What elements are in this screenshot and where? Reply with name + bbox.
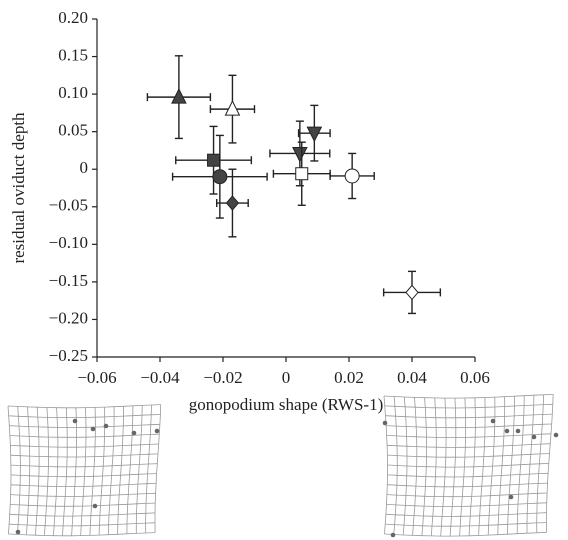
x-tick-label: 0.06	[460, 368, 490, 387]
landmark	[131, 430, 137, 436]
grid-line	[385, 522, 547, 527]
y-tick-label: −0.05	[49, 196, 88, 215]
grid-line	[383, 395, 388, 535]
grid-line	[145, 404, 152, 534]
landmark	[90, 426, 96, 432]
grid-line	[387, 472, 549, 478]
y-tick-label: 0.05	[58, 121, 88, 140]
x-tick-label: −0.02	[203, 368, 242, 387]
landmark	[15, 529, 21, 535]
grid-line	[385, 413, 553, 419]
landmark	[504, 428, 510, 434]
grid-line	[10, 443, 159, 448]
x-tick-label: 0	[282, 368, 291, 387]
grid-line	[10, 492, 156, 497]
point	[405, 284, 419, 301]
grid-line	[35, 407, 40, 536]
grid-line	[10, 453, 159, 458]
grid-line	[387, 443, 551, 448]
landmark	[390, 532, 396, 538]
grid-line	[89, 407, 96, 536]
point	[225, 195, 240, 211]
grid-line	[17, 406, 21, 535]
grid-line	[386, 423, 552, 429]
y-tick-label: −0.10	[49, 233, 88, 252]
point	[207, 153, 221, 167]
deformation-grids	[7, 394, 559, 538]
x-tick-label: 0.02	[334, 368, 364, 387]
grid-line	[8, 532, 156, 537]
x-axis-label: gonopodium shape (RWS-1)	[189, 395, 384, 414]
grid-line	[383, 394, 554, 399]
landmark	[508, 494, 514, 500]
grid-line	[9, 522, 156, 527]
point	[306, 126, 323, 143]
grid-line	[384, 532, 547, 537]
grid-line	[9, 423, 160, 428]
y-axis-label: residual oviduct depth	[9, 112, 28, 264]
grid-line	[386, 492, 548, 498]
grid-line	[9, 433, 160, 438]
grid-line	[62, 407, 68, 536]
grid-line	[117, 406, 124, 535]
grid-line	[387, 453, 550, 458]
point	[295, 167, 309, 181]
grid-line	[126, 405, 134, 534]
grid-line	[10, 473, 157, 478]
grid-line	[7, 404, 161, 409]
x-tick-label: −0.06	[77, 368, 116, 387]
grid-line	[44, 407, 49, 536]
landmark	[553, 432, 559, 438]
grid-line	[71, 407, 78, 536]
landmark	[515, 428, 521, 434]
grid-line	[10, 502, 156, 507]
y-tick-label: 0	[80, 158, 89, 177]
x-tick-label: 0.04	[397, 368, 427, 387]
grid-line	[53, 407, 59, 536]
landmark	[92, 503, 98, 509]
point	[212, 169, 228, 185]
point	[171, 87, 187, 104]
grid-line	[387, 463, 549, 468]
grid-line	[384, 403, 553, 409]
grid-line	[135, 405, 143, 534]
grid-line	[80, 407, 87, 536]
grid-line	[386, 433, 552, 438]
y-tick-label: −0.25	[49, 346, 88, 365]
grid-line	[7, 405, 12, 535]
grid-line	[385, 512, 547, 517]
landmark	[72, 418, 78, 424]
landmark	[382, 420, 388, 426]
grid-line	[107, 406, 115, 535]
x-tick-label: −0.04	[140, 368, 180, 387]
landmark	[490, 418, 496, 424]
landmark	[103, 423, 109, 429]
y-tick-label: −0.15	[49, 271, 88, 290]
grid-line	[8, 414, 161, 418]
y-tick-label: 0.15	[58, 45, 88, 64]
grid-line	[9, 512, 156, 517]
grid-line	[26, 406, 31, 535]
landmark	[154, 428, 160, 434]
y-tick-label: 0.20	[58, 8, 88, 27]
point	[224, 100, 241, 116]
grid-line	[10, 483, 157, 488]
grid-line	[386, 502, 547, 507]
grid-line	[154, 404, 162, 533]
landmark	[531, 434, 537, 440]
point	[344, 168, 360, 184]
grid-line	[387, 482, 548, 488]
y-tick-label: 0.10	[58, 83, 88, 102]
y-tick-label: −0.20	[49, 308, 88, 327]
point	[292, 146, 308, 163]
grid-line	[10, 463, 158, 468]
grid-line	[98, 407, 106, 536]
